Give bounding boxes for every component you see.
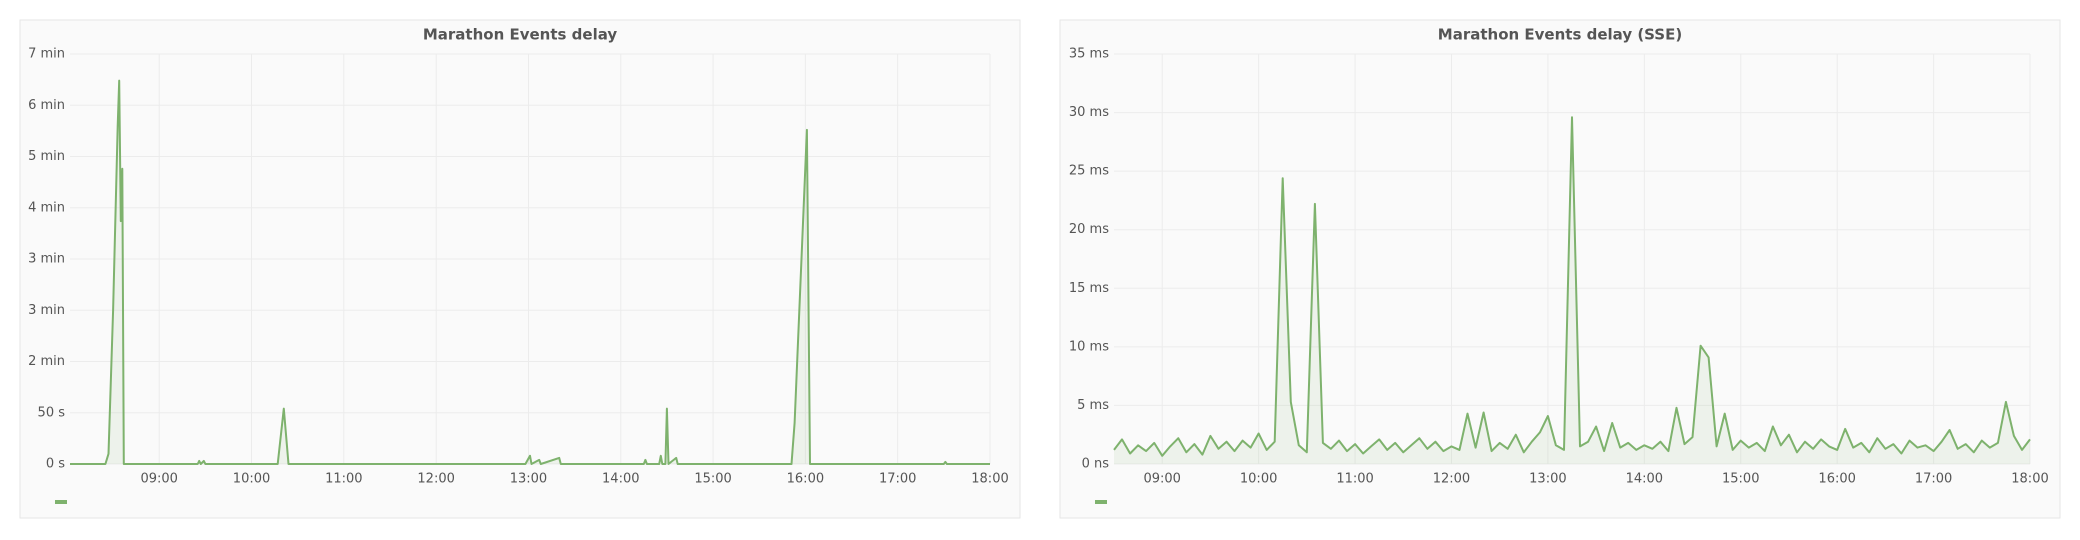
- x-tick-label: 15:00: [694, 472, 731, 487]
- x-tick-label: 14:00: [602, 472, 639, 487]
- line: [1113, 116, 2031, 457]
- y-tick-label: 0 s: [46, 457, 65, 472]
- x-tick-label: 09:00: [140, 472, 177, 487]
- x-tick-label: 18:00: [2011, 472, 2048, 487]
- y-tick-label: 7 min: [28, 47, 65, 62]
- y-tick-label: 3 min: [28, 303, 65, 318]
- x-tick-label: 15:00: [1722, 472, 1759, 487]
- x-tick-label: 09:00: [1143, 472, 1180, 487]
- y-tick-label: 50 s: [38, 405, 66, 420]
- panel: [1059, 19, 2061, 519]
- y-tick-label: 5 ms: [1077, 398, 1109, 413]
- line-area: [1114, 117, 2030, 465]
- y-tick-label: 0 ns: [1082, 457, 1110, 472]
- y-tick-label: 3 min: [28, 252, 65, 267]
- x-tick-label: 13:00: [1529, 472, 1566, 487]
- y-tick-label: 35 ms: [1069, 47, 1109, 62]
- y-tick-label: 30 ms: [1069, 105, 1109, 120]
- x-tick-label: 18:00: [971, 472, 1008, 487]
- y-tick-label: 6 min: [28, 98, 65, 113]
- x-tick-label: 17:00: [879, 472, 916, 487]
- x-tick-label: 13:00: [510, 472, 547, 487]
- x-tick-label: 11:00: [1336, 472, 1373, 487]
- x-tick-label: 16:00: [787, 472, 824, 487]
- x-tick-label: 10:00: [233, 472, 270, 487]
- x-tick-label: 16:00: [1818, 472, 1855, 487]
- chart-title: Marathon Events delay (SSE): [1438, 26, 1682, 44]
- x-tick-label: 12:00: [417, 472, 454, 487]
- x-tick-label: 12:00: [1433, 472, 1470, 487]
- line-area: [70, 80, 990, 464]
- panel: [19, 19, 1021, 519]
- y-tick-label: 10 ms: [1069, 339, 1109, 354]
- y-tick-label: 5 min: [28, 149, 65, 164]
- x-tick-label: 17:00: [1915, 472, 1952, 487]
- y-tick-label: 25 ms: [1069, 164, 1109, 179]
- y-tick-label: 20 ms: [1069, 222, 1109, 237]
- y-tick-label: 15 ms: [1069, 281, 1109, 296]
- x-tick-label: 10:00: [1240, 472, 1277, 487]
- x-tick-label: 14:00: [1626, 472, 1663, 487]
- chart-title: Marathon Events delay: [423, 26, 618, 44]
- y-tick-label: 4 min: [28, 200, 65, 215]
- line: [70, 79, 990, 465]
- x-tick-label: 11:00: [325, 472, 362, 487]
- y-tick-label: 2 min: [28, 354, 65, 369]
